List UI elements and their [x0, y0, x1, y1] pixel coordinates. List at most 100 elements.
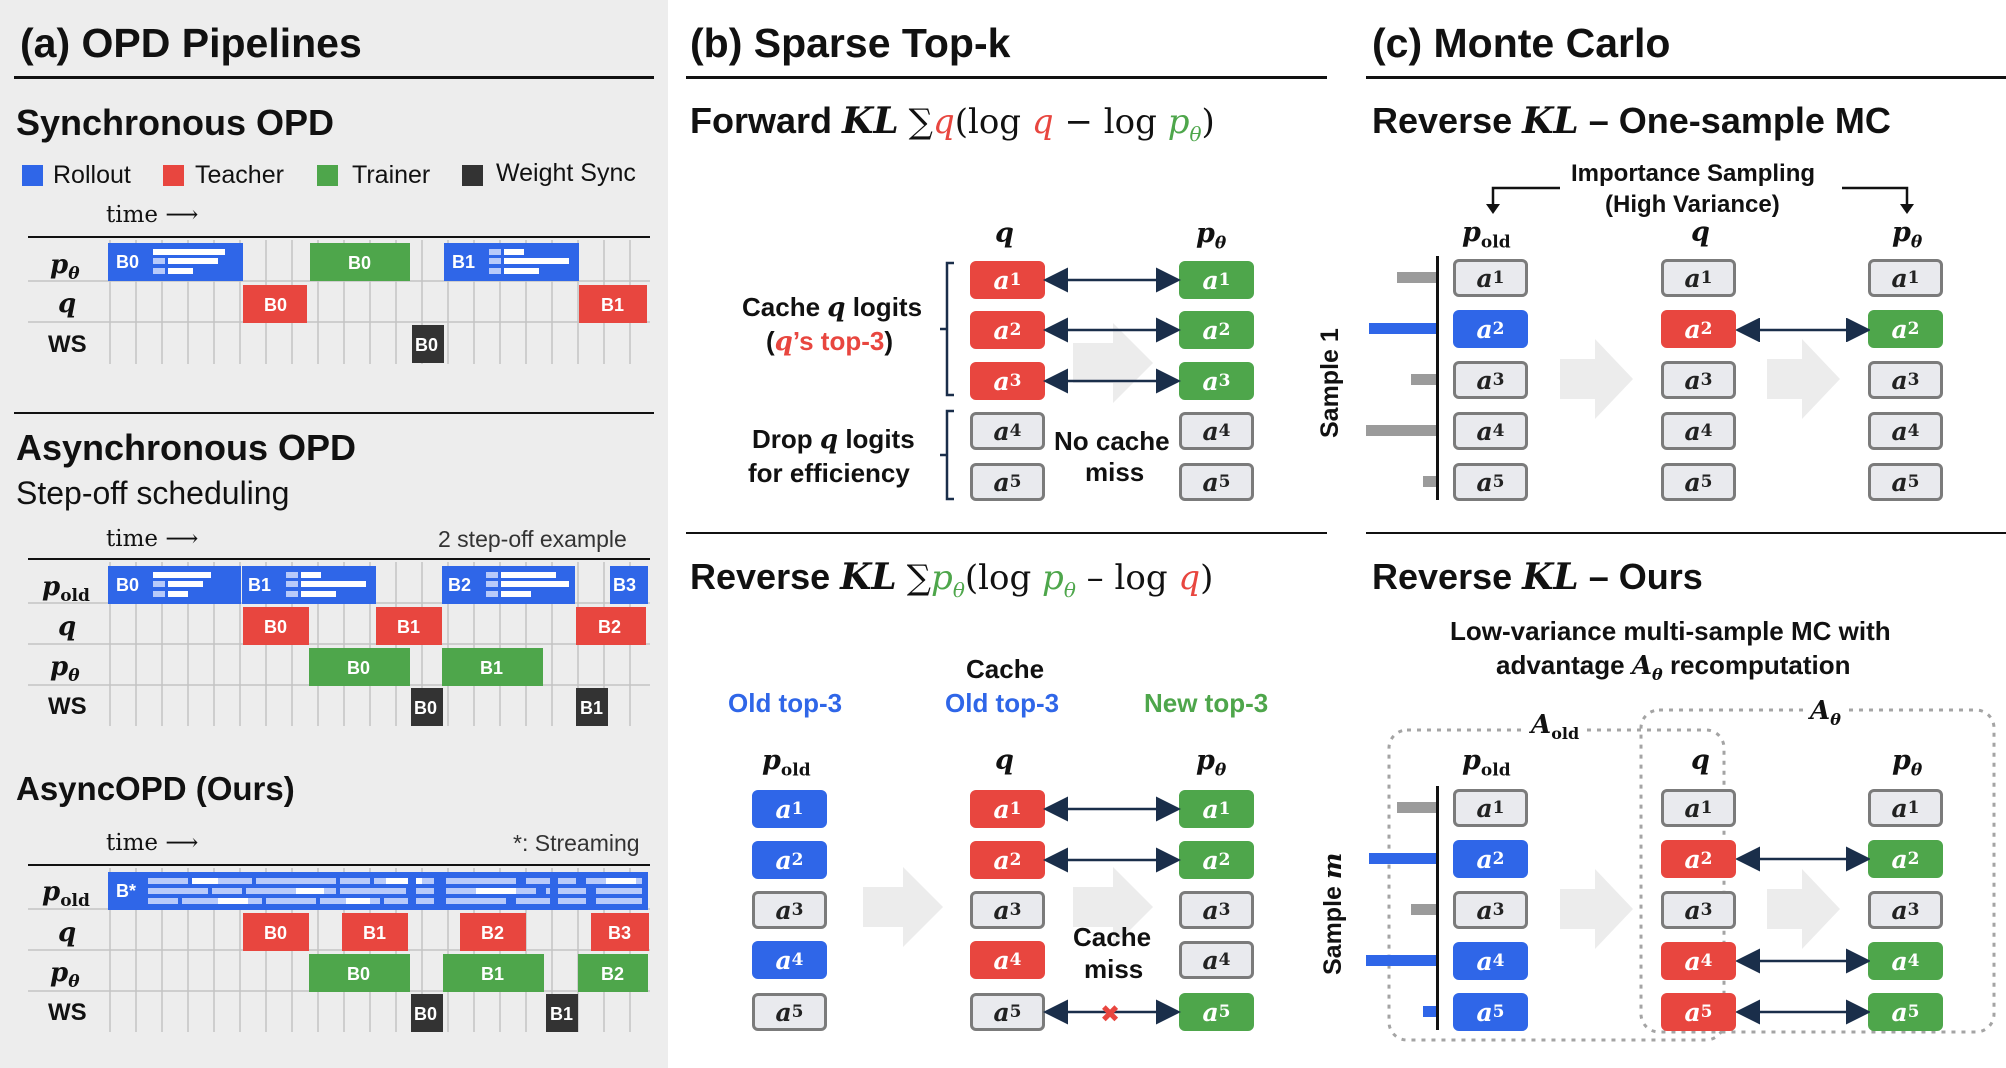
- rev-col-ptheta: pθ: [1196, 745, 1227, 781]
- rev-new-top3: New top-3: [1144, 688, 1269, 718]
- legend-teacher: Teacher: [195, 161, 284, 189]
- sync-trainer-b0: B0: [310, 243, 410, 281]
- ours-dashed-groups: [1387, 708, 1996, 1042]
- panel-a-title: (a) OPD Pipelines: [20, 20, 362, 66]
- rev-flow-arrow-1: [863, 867, 943, 947]
- async-rollout-b2: B2: [442, 566, 575, 604]
- panel-b-title: (b) Sparse Top-k: [690, 20, 1011, 66]
- cache-miss-x-icon: ✖: [1100, 1001, 1121, 1028]
- ours-heading: Reverse KL – Ours: [1372, 556, 1703, 598]
- rev-cache-old-top3: Old top-3: [945, 688, 1060, 718]
- reverse-kl-heading: Reverse KL ∑pθ(log pθ – log q): [690, 556, 1214, 602]
- legend-teacher-swatch: [163, 165, 184, 186]
- async-trainer-b0: B0: [309, 648, 410, 686]
- fwd-cache-label: Cache q logits: [742, 292, 923, 323]
- rev-connectors: [1043, 796, 1181, 1025]
- asyncopd-trainer-b0: B0: [309, 954, 410, 992]
- asyncopd-row-pold: pold: [42, 877, 90, 912]
- async-example-note: 2 step-off example: [438, 526, 627, 552]
- asyncopd-rollout-streaming: B*: [108, 872, 648, 910]
- sync-time-label: time ⟶: [106, 202, 199, 228]
- c2-bars-bar-5: [1423, 1006, 1436, 1017]
- rev-flow-arrow-2: [1073, 867, 1153, 947]
- fwd-drop-sublabel: for efficiency: [748, 458, 910, 488]
- rev-cache-miss-2: miss: [1084, 954, 1144, 984]
- c1-bars-bar-4: [1366, 425, 1436, 436]
- async-row-pold: pold: [42, 572, 90, 607]
- c1-bars-bar-3: [1411, 374, 1436, 385]
- async-teacher-b1: B1: [376, 607, 442, 645]
- ours-desc-2: advantage Aθ recomputation: [1496, 650, 1851, 685]
- async-rollout-b0: B0: [108, 566, 241, 604]
- asyncopd-trainer-b2: B2: [578, 954, 648, 992]
- c1-connector: [1736, 318, 1870, 342]
- legend-weightsync: Weight Sync: [496, 159, 636, 187]
- sync-row-ws: WS: [48, 331, 87, 358]
- async-rollout-b3: B3: [610, 566, 648, 604]
- rev-col-pold: pold: [762, 745, 811, 781]
- c2-flow-arrow-1: [1560, 869, 1633, 949]
- panel-c-title-rule: [1366, 76, 2006, 79]
- sample-m-label: Sample m: [1318, 852, 1347, 975]
- sample-1-label: Sample 1: [1316, 328, 1344, 438]
- c1-flow-arrow-2: [1767, 339, 1840, 419]
- sync-rollout-b0: B0: [108, 243, 243, 281]
- c1-flow-arrow-1: [1560, 339, 1633, 419]
- a-theta-label: Aθ: [1806, 696, 1845, 730]
- rev-cache-word: Cache: [966, 654, 1045, 684]
- sync-timeline-axis: [28, 236, 650, 238]
- c2-connectors: [1736, 846, 1870, 1025]
- c1-bars-bar-5: [1423, 476, 1436, 487]
- asyncopd-teacher-b0: B0: [243, 913, 309, 951]
- is-label-1: Importance Sampling: [1571, 160, 1816, 187]
- async-subheading: Step-off scheduling: [16, 475, 290, 511]
- sync-heading: Synchronous OPD: [16, 102, 335, 143]
- legend-trainer-swatch: [317, 165, 338, 186]
- a-old-label: Aold: [1527, 710, 1584, 744]
- c2-col-pold: pold: [1462, 745, 1511, 781]
- forward-kl-heading: Forward KL ∑q(log q − log pθ): [690, 100, 1215, 146]
- one-sample-heading: Reverse KL – One-sample MC: [1372, 100, 1891, 142]
- c1-bars-bar-1: [1397, 272, 1436, 283]
- asyncopd-teacher-b2: B2: [460, 913, 526, 951]
- c1-col-ptheta: pθ: [1892, 217, 1923, 253]
- async-rollout-b1: B1: [242, 566, 376, 604]
- fwd-col-q: q: [995, 218, 1014, 249]
- fwd-col-ptheta: pθ: [1196, 218, 1227, 254]
- async-time-label: time ⟶: [106, 526, 199, 552]
- c1-col-q: q: [1691, 217, 1710, 248]
